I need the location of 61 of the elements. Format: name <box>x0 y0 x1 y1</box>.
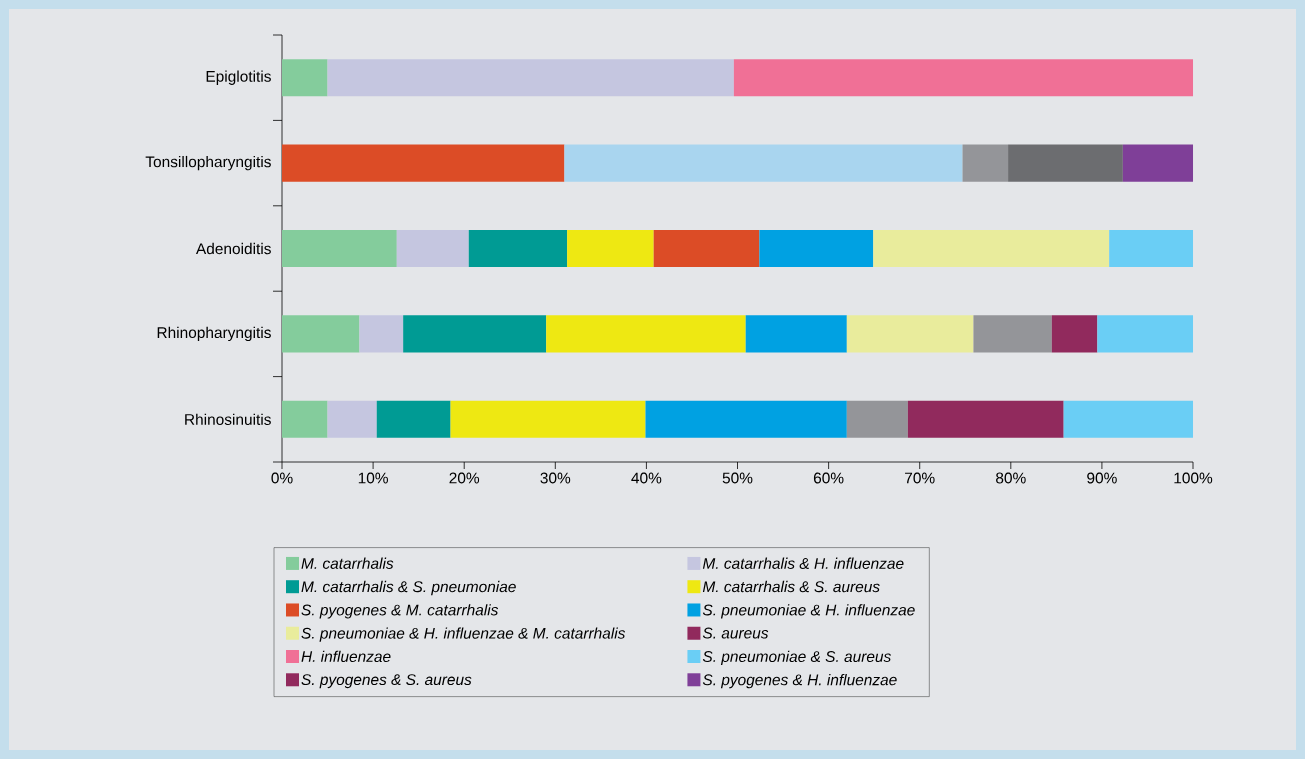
y-tick-label: Rhinosinuitis <box>185 413 271 425</box>
legend-label: H. influenzae <box>301 650 391 663</box>
bar <box>327 59 734 97</box>
bar <box>567 229 654 268</box>
bar <box>962 144 1009 182</box>
bar <box>450 400 646 438</box>
bar <box>282 59 328 97</box>
bar <box>1008 144 1123 182</box>
legend-label: M. catarrhalis & S. pneumoniae <box>301 580 516 596</box>
bar <box>745 315 847 353</box>
legend-label: M. catarrhalis <box>301 557 394 569</box>
bar <box>645 400 847 438</box>
bar <box>653 229 760 268</box>
legend-label: S. aureus <box>702 627 769 639</box>
bar <box>759 229 874 268</box>
bar <box>1063 400 1194 438</box>
bar <box>359 315 404 353</box>
bar <box>282 229 397 268</box>
x-tick-label: 20% <box>449 472 480 484</box>
bar <box>282 400 328 438</box>
y-tick-label: Adenoiditis <box>195 242 271 255</box>
x-tick-label: 30% <box>540 472 571 484</box>
bar <box>376 400 451 438</box>
bar <box>907 400 1064 438</box>
bar <box>1097 315 1194 353</box>
bar <box>846 400 908 438</box>
legend-label: S. pyogenes & H. influenzae <box>702 673 897 689</box>
y-tick-label: Epiglotitis <box>206 70 271 85</box>
x-tick-label: 90% <box>1087 472 1117 484</box>
bar <box>468 229 568 268</box>
legend-label: S. pyogenes & M. catarrhalis <box>301 604 499 619</box>
legend-label: M. catarrhalis & H. influenzae <box>702 557 904 569</box>
y-tick-label: Tonsillopharyngitis <box>145 155 271 171</box>
x-tick-label: 100% <box>1174 472 1213 484</box>
bar <box>282 144 565 182</box>
legend-label: S. pyogenes & S. aureus <box>301 674 472 689</box>
y-tick-label: Rhinopharyngitis <box>157 326 271 342</box>
x-tick-label: 70% <box>905 472 935 484</box>
legend-label: S. pneumoniae & H. influenzae <box>702 604 915 619</box>
bar <box>564 144 963 182</box>
x-tick-label: 0% <box>271 472 293 484</box>
bar <box>1109 229 1194 268</box>
x-tick-label: 40% <box>631 472 662 484</box>
legend-label: S. pneumoniae & S. aureus <box>702 650 891 666</box>
legend-label: S. pneumoniae & H. influenzae & M. catarrhalis <box>301 627 626 642</box>
bar <box>327 400 377 438</box>
x-tick-label: 80% <box>996 472 1026 484</box>
bar <box>1051 315 1098 353</box>
legend-label: M. catarrhalis & S. aureus <box>702 580 880 593</box>
bar <box>873 229 1110 268</box>
bar <box>973 315 1052 353</box>
bar <box>1122 144 1194 182</box>
x-tick-label: 50% <box>722 472 753 484</box>
bar <box>546 315 746 353</box>
bar <box>396 229 469 268</box>
x-tick-label: 60% <box>813 472 844 484</box>
bar <box>733 59 1194 97</box>
bar <box>846 315 974 353</box>
x-tick-label: 10% <box>358 472 388 484</box>
bar <box>282 315 360 353</box>
bar <box>403 315 547 353</box>
